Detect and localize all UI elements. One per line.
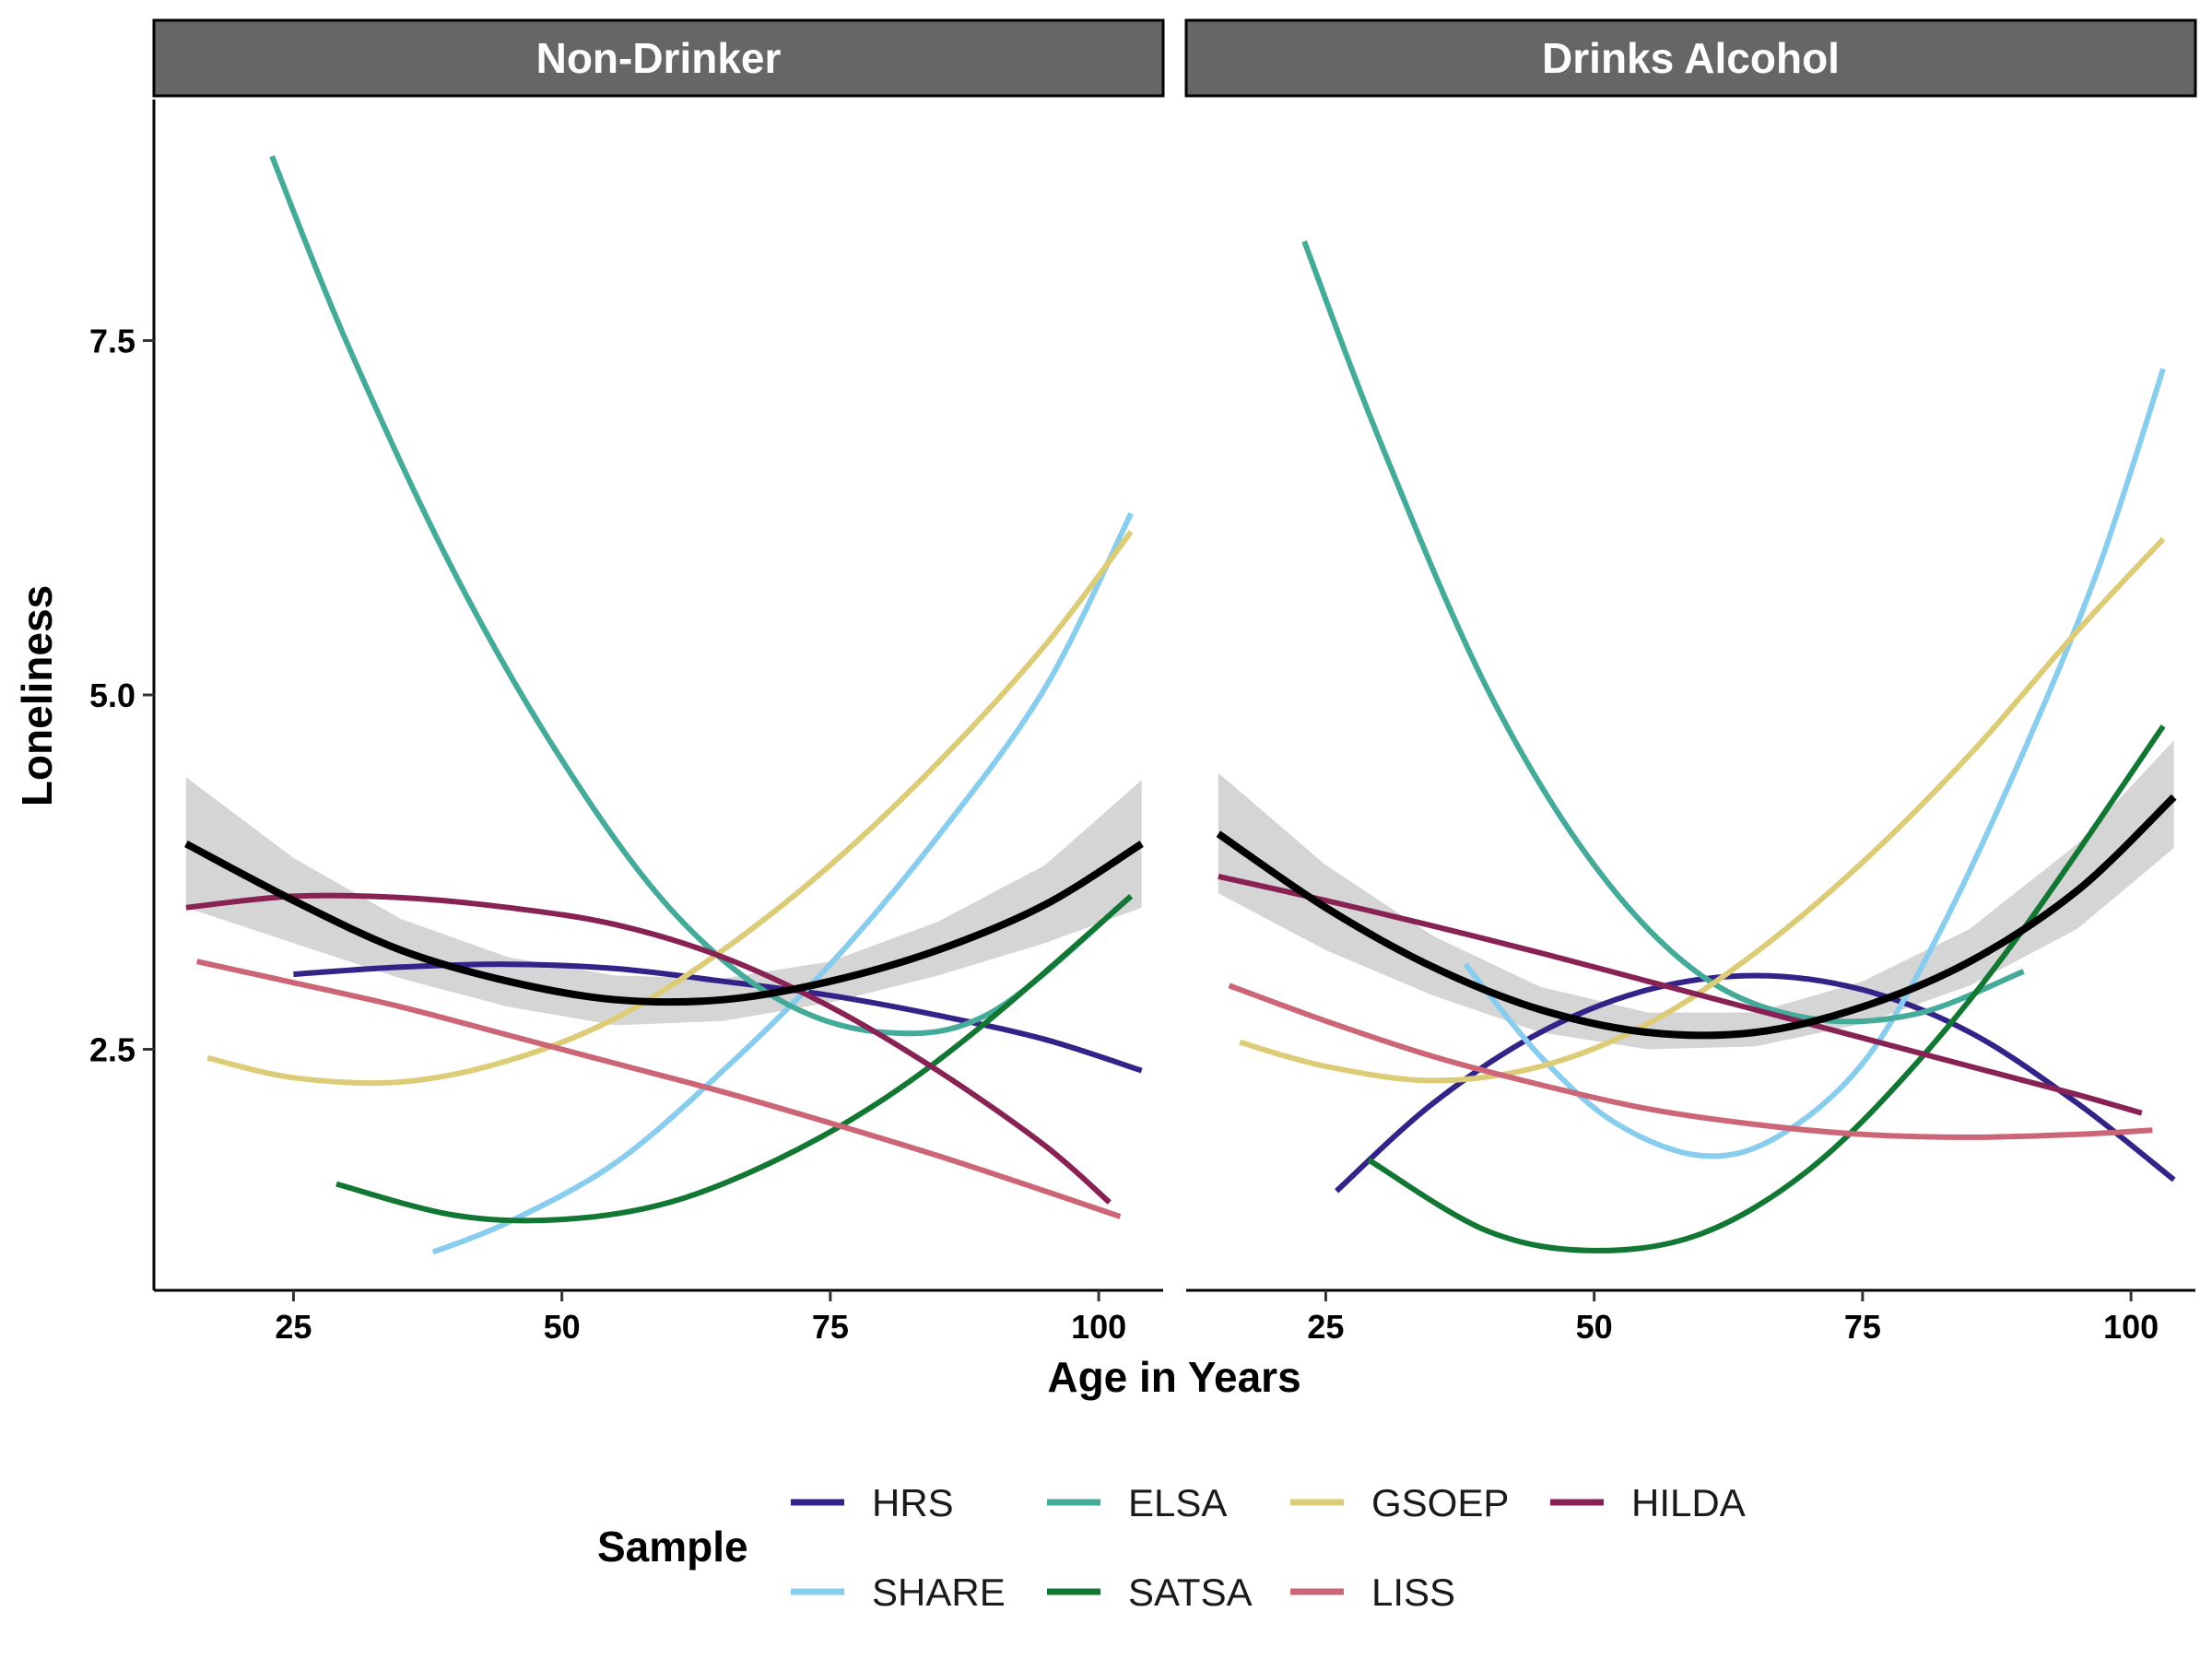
x-tick-label: 75 [1844, 1308, 1881, 1346]
series-line-hrs [293, 961, 1143, 1074]
overall-fit-line [1216, 794, 2177, 1040]
legend-label: GSOEP [1371, 1481, 1509, 1524]
series-line-share [1463, 368, 2166, 1159]
series-line-hilda [1218, 873, 2143, 1116]
y-tick-label: 5.0 [89, 677, 135, 714]
y-axis-title: Loneliness [13, 585, 61, 806]
series-line-liss [1228, 982, 2153, 1140]
y-tick-label: 7.5 [89, 322, 135, 359]
legend-item-hrs: HRS [791, 1481, 954, 1524]
legend-item-satsa: SATSA [1047, 1571, 1253, 1614]
legend-item-liss: LISS [1290, 1571, 1455, 1614]
x-tick-label: 100 [2103, 1308, 2159, 1346]
strip-background [152, 18, 1165, 98]
legend-label: LISS [1371, 1571, 1455, 1614]
legend: Sample HRS ELSA GSOEP HILDA SHARE SATSA LISS [597, 1481, 1746, 1614]
x-tick-label: 50 [544, 1308, 581, 1346]
legend-item-elsa: ELSA [1047, 1481, 1227, 1524]
legend-item-share: SHARE [791, 1571, 1006, 1614]
x-tick-label: 25 [275, 1308, 312, 1346]
x-tick-label: 50 [1576, 1308, 1613, 1346]
legend-label: SHARE [872, 1571, 1006, 1614]
panel-2: Drinks Alcohol 25 50 75 100 [1184, 18, 2197, 1346]
strip-title: Non-Drinker [536, 34, 782, 82]
panel-1: Non-Drinker 25 50 75 100 2.5 5.0 7.5 [89, 18, 1165, 1346]
y-tick-label: 2.5 [89, 1031, 135, 1069]
series-line-gsoep [206, 530, 1134, 1087]
overall-fit-line [184, 840, 1144, 1006]
legend-title: Sample [597, 1523, 748, 1571]
legend-label: HRS [872, 1481, 954, 1524]
series-line-liss [195, 959, 1122, 1219]
x-tick-label: 25 [1307, 1308, 1344, 1346]
legend-items: HRS ELSA GSOEP HILDA SHARE SATSA LISS [791, 1481, 1746, 1614]
strip-background [1184, 18, 2197, 98]
x-tick-label: 75 [812, 1308, 849, 1346]
panels-layer: Non-Drinker 25 50 75 100 2.5 5.0 7.5 Drinks Alco… [89, 18, 2197, 1346]
legend-item-gsoep: GSOEP [1290, 1481, 1509, 1524]
strip-title: Drinks Alcohol [1542, 34, 1840, 82]
legend-label: SATSA [1128, 1571, 1253, 1614]
x-tick-label: 100 [1071, 1308, 1126, 1346]
legend-label: HILDA [1631, 1481, 1746, 1524]
legend-label: ELSA [1128, 1481, 1227, 1524]
x-axis-title: Age in Years [1047, 1353, 1300, 1401]
series-line-elsa [1301, 240, 2025, 1025]
series-line-hilda [185, 892, 1112, 1205]
series-line-elsa [269, 155, 1134, 1037]
series-line-gsoep [1239, 536, 2166, 1084]
overall-confidence-band [1218, 740, 2174, 1050]
series-line-satsa [335, 894, 1134, 1224]
legend-item-hilda: HILDA [1550, 1481, 1746, 1524]
